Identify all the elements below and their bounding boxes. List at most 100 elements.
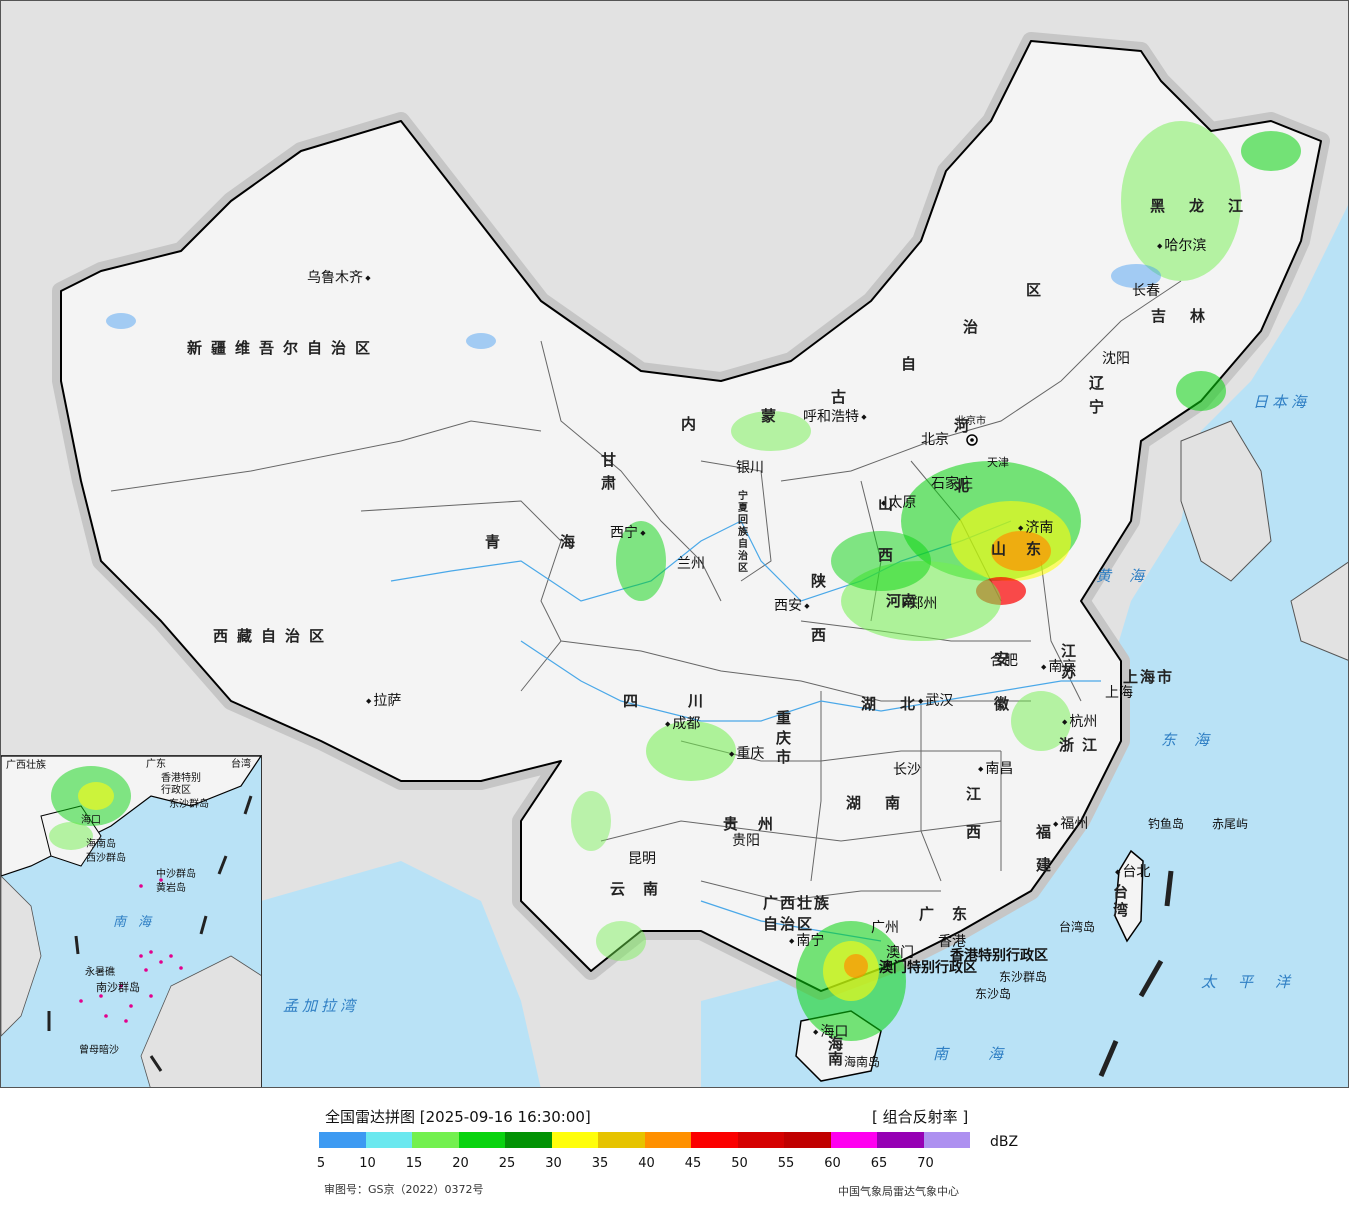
island-dongsha-group: 东沙群岛 <box>999 970 1048 984</box>
province-sichuan: 四川 <box>623 692 754 710</box>
province-guangxi: 广西壮族自治区 <box>763 894 832 933</box>
inset-xisha: 西沙群岛 <box>86 853 126 864</box>
legend-tick-label: 20 <box>452 1156 469 1171</box>
province-hunan: 湖南 <box>846 794 925 812</box>
city-guiyang: 贵阳 <box>732 833 760 849</box>
city-xining: 西宁 <box>610 526 646 540</box>
city-shijiazhuang: 石家庄 <box>931 476 973 492</box>
province-neimongol-1: 内 <box>681 415 706 433</box>
province-hainan: 海南 <box>828 1035 864 1068</box>
legend-swatch <box>412 1132 459 1148</box>
inset-hainan: 海南岛 <box>86 839 116 850</box>
city-yinchuan: 银川 <box>736 460 764 476</box>
legend-tick-label: 60 <box>824 1156 841 1171</box>
city-lhasa: 拉萨 <box>366 694 401 708</box>
inset-south-sea: 南海 <box>113 915 164 930</box>
inset-nansha: 南沙群岛 <box>96 981 140 994</box>
province-qinghai: 青海 <box>485 533 636 551</box>
city-lanzhou: 兰州 <box>677 556 705 572</box>
legend-swatch <box>830 1132 877 1148</box>
city-nanning: 南宁 <box>789 934 824 948</box>
legend-swatch <box>644 1132 691 1148</box>
inset-guangxi: 广西壮族 <box>6 760 46 771</box>
province-tibet: 西藏自治区 <box>213 627 334 645</box>
legend-panel: 全国雷达拼图 [2025-09-16 16:30:00] [ 组合反射率 ] d… <box>0 1088 1349 1208</box>
legend-tick-label: 35 <box>591 1156 609 1171</box>
legend-swatch <box>365 1132 412 1148</box>
legend-tick-label: 10 <box>359 1156 376 1171</box>
legend-tick-label: 55 <box>777 1156 795 1171</box>
city-harbin: 哈尔滨 <box>1157 239 1206 253</box>
city-chongqing: 重庆 <box>729 747 764 761</box>
city-wuhan: 武汉 <box>918 694 953 708</box>
legend-tick-label: 30 <box>545 1156 562 1171</box>
sea-south: 南海 <box>933 1045 1044 1063</box>
province-guangdong: 广东 <box>919 905 986 923</box>
legend-unit: dBZ <box>990 1134 1019 1150</box>
city-hefei: 合肥 <box>990 653 1018 669</box>
legend-swatch <box>923 1132 970 1148</box>
province-yunnan: 云南 <box>610 880 677 898</box>
map-base <box>52 32 1348 1087</box>
province-neimongol-5: 治 <box>963 318 988 336</box>
legend-swatch <box>784 1132 831 1148</box>
island-chiwei: 赤尾屿 <box>1212 817 1249 831</box>
city-hohhot: 呼和浩特 <box>803 410 867 424</box>
legend-tick-label: 70 <box>917 1156 934 1171</box>
city-beijing-small: 北京市 <box>956 416 986 427</box>
legend-swatch <box>877 1132 924 1148</box>
approval-number: 审图号：GS京（2022）0372号 <box>324 1183 484 1196</box>
legend-tick-label: 40 <box>638 1156 655 1171</box>
legend-swatch <box>319 1132 366 1148</box>
city-xian: 西安 <box>774 599 810 613</box>
province-neimongol-2: 蒙 <box>761 407 786 425</box>
province-neimongol-6: 区 <box>1026 281 1051 299</box>
city-nanjing: 南京 <box>1041 660 1076 674</box>
province-henan: 河南 <box>886 592 917 610</box>
korea-land <box>1180 420 1272 582</box>
sea-east: 东海 <box>1161 731 1228 749</box>
city-shanghai: 上海 <box>1105 685 1133 701</box>
city-nanchang: 南昌 <box>978 762 1013 776</box>
city-hangzhou: 杭州 <box>1062 715 1097 729</box>
province-guizhou: 贵州 <box>723 815 794 833</box>
province-neimongol-3: 古 <box>831 388 856 406</box>
inset-admin: 行政区 <box>161 785 191 796</box>
province-ningxia: 宁夏回族自治区 <box>738 491 748 574</box>
inset-haikou: 海口 <box>81 815 101 826</box>
legend-tick-label: 25 <box>498 1156 516 1171</box>
province-chongqing: 重庆市 <box>776 709 792 766</box>
island-diaoyu: 钓鱼岛 <box>1148 817 1185 831</box>
sar-macau: 澳门特别行政区 <box>879 960 977 976</box>
province-shanxi: 山西 <box>878 495 894 564</box>
province-anhui: 安徽 <box>994 650 1010 713</box>
city-macau: 澳门 <box>886 945 914 961</box>
province-fujian: 福建 <box>1036 823 1052 874</box>
inset-huangyan: 黄岩岛 <box>156 883 186 894</box>
inset-yongshu: 永暑礁 <box>85 967 115 978</box>
legend-tick-label: 65 <box>870 1156 888 1171</box>
city-fuzhou: 福州 <box>1053 817 1088 831</box>
legend-swatch <box>691 1132 738 1148</box>
island-hainan: 海南岛 <box>844 1055 881 1069</box>
legend-swatch <box>737 1132 784 1148</box>
province-jiangsu: 江苏 <box>1061 642 1077 681</box>
legend-tick-label: 50 <box>731 1156 748 1171</box>
province-gansu: 甘肃 <box>601 451 617 492</box>
city-changsha: 长沙 <box>893 762 921 778</box>
data-source: 中国气象局雷达气象中心 <box>838 1185 959 1198</box>
ocean-area <box>701 205 1348 1087</box>
province-hubei: 湖北 <box>861 695 940 713</box>
city-chengdu: 成都 <box>665 717 700 731</box>
japan-land <box>1290 561 1348 661</box>
sar-hongkong: 香港特别行政区 <box>950 948 1048 964</box>
inset-dongsha: 东沙群岛 <box>169 799 209 810</box>
city-shenyang: 沈阳 <box>1102 351 1130 367</box>
province-liaoning: 辽宁 <box>1089 374 1105 416</box>
province-hebei: 河北 <box>954 417 970 495</box>
color-scale-bar <box>319 1132 970 1148</box>
legend-title: 全国雷达拼图 [2025-09-16 16:30:00] <box>325 1108 591 1126</box>
island-taiwan: 台湾岛 <box>1059 920 1096 934</box>
legend-swatch <box>458 1132 505 1148</box>
province-shandong: 山东 <box>991 540 1062 558</box>
